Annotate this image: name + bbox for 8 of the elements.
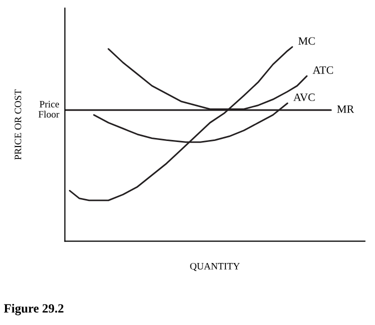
series-label: MC	[298, 37, 315, 45]
series-label: AVC	[293, 94, 315, 102]
caption: Figure 29.2	[4, 304, 64, 316]
series-label: MR	[337, 105, 354, 113]
y-axis-title: PRICE OR COST	[14, 89, 22, 160]
x-axis-title: QUANTITY	[190, 262, 240, 271]
text: Price Floor	[38, 100, 60, 118]
series-label: ATC	[312, 66, 333, 74]
